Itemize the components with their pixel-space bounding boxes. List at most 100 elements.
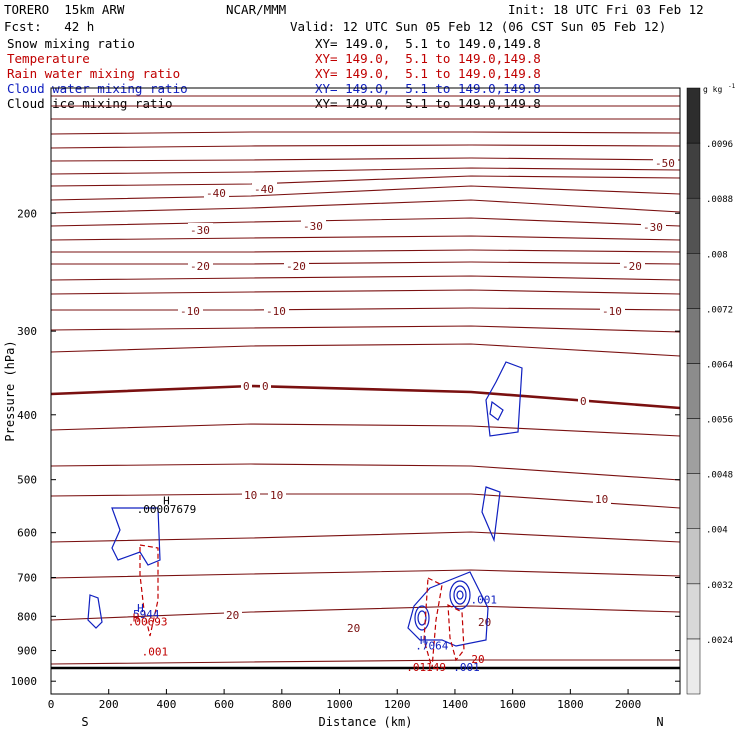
x-tick-label: 1400 bbox=[442, 698, 469, 711]
colorbar-tick-label: .008 bbox=[706, 250, 728, 260]
temperature-contour-line bbox=[50, 325, 681, 333]
contour-annotation: 20 bbox=[471, 653, 484, 666]
cloud-water-contour bbox=[417, 610, 427, 626]
colorbar-swatch bbox=[686, 87, 701, 144]
contour-label-bg bbox=[188, 223, 213, 235]
temperature-contour-line bbox=[50, 659, 680, 665]
contour-label: -10 bbox=[602, 305, 622, 318]
cloud-water-contour bbox=[489, 400, 504, 421]
y-tick-label: 800 bbox=[17, 610, 37, 623]
contour-annotation: H bbox=[137, 602, 144, 615]
contour-annotation: H bbox=[133, 612, 140, 625]
org-title: NCAR/MMM bbox=[226, 2, 287, 17]
cloud-water-contour bbox=[485, 361, 523, 437]
field-label-temperature: Temperature bbox=[7, 51, 90, 66]
contour-label: 20 bbox=[347, 622, 360, 635]
rain-contour bbox=[423, 577, 443, 669]
temperature-contour-line bbox=[50, 531, 681, 543]
y-tick-label: 300 bbox=[17, 325, 37, 338]
contour-label-bg bbox=[224, 608, 242, 620]
init-time: Init: 18 UTC Fri 03 Feb 12 bbox=[508, 2, 704, 17]
colorbar-swatch bbox=[686, 418, 701, 474]
cloud-water-contour bbox=[407, 571, 489, 647]
contour-label: -10 bbox=[266, 305, 286, 318]
field-coords-rain: XY= 149.0, 5.1 to 149.0,149.8 bbox=[315, 66, 541, 81]
y-tick-label: 400 bbox=[17, 409, 37, 422]
end-label-south: S bbox=[81, 715, 88, 729]
contour-label: 20 bbox=[478, 616, 491, 629]
colorbar-swatch bbox=[686, 142, 701, 199]
temperature-contour-line bbox=[50, 289, 681, 295]
x-tick-label: 400 bbox=[156, 698, 176, 711]
contour-annotation: .7064 bbox=[415, 640, 448, 653]
contour-label-bg bbox=[188, 259, 213, 271]
plot-border bbox=[50, 87, 681, 695]
x-tick-label: 1600 bbox=[499, 698, 526, 711]
colorbar-tick-label: .004 bbox=[706, 526, 728, 536]
x-tick-label: 200 bbox=[99, 698, 119, 711]
contour-label: -30 bbox=[643, 221, 663, 234]
contour-label: 0 bbox=[262, 380, 269, 393]
temperature-contour-line bbox=[50, 235, 681, 241]
y-axis-title: Pressure (hPa) bbox=[3, 340, 17, 441]
cloud-water-contour bbox=[453, 585, 467, 605]
x-tick-label: 600 bbox=[214, 698, 234, 711]
cloud-water-contour bbox=[414, 605, 430, 631]
plot-frame: 0 200 400 600 800 1000 1200 1400 1600 1800 2000200… bbox=[3, 87, 681, 729]
colorbar-tick-label: .0072 bbox=[706, 305, 733, 315]
y-tick-label: 600 bbox=[17, 527, 37, 540]
cloud-water-contour bbox=[456, 590, 464, 600]
contour-label: -10 bbox=[180, 305, 200, 318]
x-tick-label: 1000 bbox=[326, 698, 353, 711]
temperature-contour-line bbox=[50, 185, 681, 201]
contour-label: 10 bbox=[595, 493, 608, 506]
contour-annotation: .001 bbox=[453, 661, 480, 674]
colorbar-swatch bbox=[686, 528, 701, 585]
temperature-contour-line bbox=[50, 493, 681, 509]
contour-label-bg bbox=[241, 379, 252, 391]
x-tick-label: 1800 bbox=[557, 698, 584, 711]
colorbar-tick-label: .0096 bbox=[706, 140, 733, 150]
x-tick-label: 1200 bbox=[384, 698, 411, 711]
temperature-contour-line bbox=[50, 605, 681, 621]
rain-contour bbox=[139, 544, 159, 637]
cloud-water-contour bbox=[449, 580, 471, 610]
temperature-contour-line bbox=[50, 217, 681, 227]
colorbar-swatch bbox=[686, 197, 701, 254]
contour-label-bg bbox=[600, 304, 625, 316]
temperature-contour-line bbox=[51, 249, 681, 253]
contour-label: -50 bbox=[655, 157, 675, 170]
field-coords-cloud-ice: XY= 149.0, 5.1 to 149.0,149.8 bbox=[315, 96, 541, 111]
field-coords-snow: XY= 149.0, 5.1 to 149.0,149.8 bbox=[315, 36, 541, 51]
temperature-contour-line bbox=[51, 261, 681, 265]
contour-label-bg bbox=[653, 156, 678, 168]
contour-label: -20 bbox=[286, 260, 306, 273]
moisture-contours bbox=[87, 361, 523, 669]
y-tick-label: 500 bbox=[17, 474, 37, 487]
temperature-contour-line bbox=[50, 175, 681, 187]
colorbar-swatch bbox=[686, 583, 701, 640]
contour-label-bg bbox=[242, 488, 260, 500]
temperature-contour-line bbox=[50, 423, 681, 437]
temperature-contour-line bbox=[50, 199, 681, 214]
contour-annotation: .001 bbox=[471, 593, 498, 606]
contour-label: -40 bbox=[206, 187, 226, 200]
field-coords-temperature: XY= 149.0, 5.1 to 149.0,149.8 bbox=[315, 51, 541, 66]
rain-contour bbox=[447, 603, 465, 662]
contour-label: 0 bbox=[580, 395, 587, 408]
temperature-contour-line bbox=[50, 131, 681, 135]
colorbar-unit: g kg bbox=[703, 85, 722, 94]
colorbar-swatch bbox=[686, 363, 701, 419]
annotations: H.00007679H5944H.00693.001.001H.7064.011… bbox=[128, 495, 497, 674]
colorbar: .0024 .0032 .004 .0048 .0056 .0064 .0072 .008 .0… bbox=[686, 83, 736, 695]
y-tick-label: 1000 bbox=[11, 675, 38, 688]
contour-label-bg bbox=[620, 259, 645, 271]
valid-time: Valid: 12 UTC Sun 05 Feb 12 (06 CST Sun … bbox=[290, 19, 667, 34]
contour-label: 10 bbox=[244, 489, 257, 502]
contour-label: 10 bbox=[270, 489, 283, 502]
contour-label-bg bbox=[178, 304, 203, 316]
cloud-water-contour bbox=[87, 594, 103, 629]
contour-label: -30 bbox=[303, 220, 323, 233]
contour-label-bg bbox=[593, 492, 611, 504]
colorbar-tick-label: .0088 bbox=[706, 195, 733, 205]
